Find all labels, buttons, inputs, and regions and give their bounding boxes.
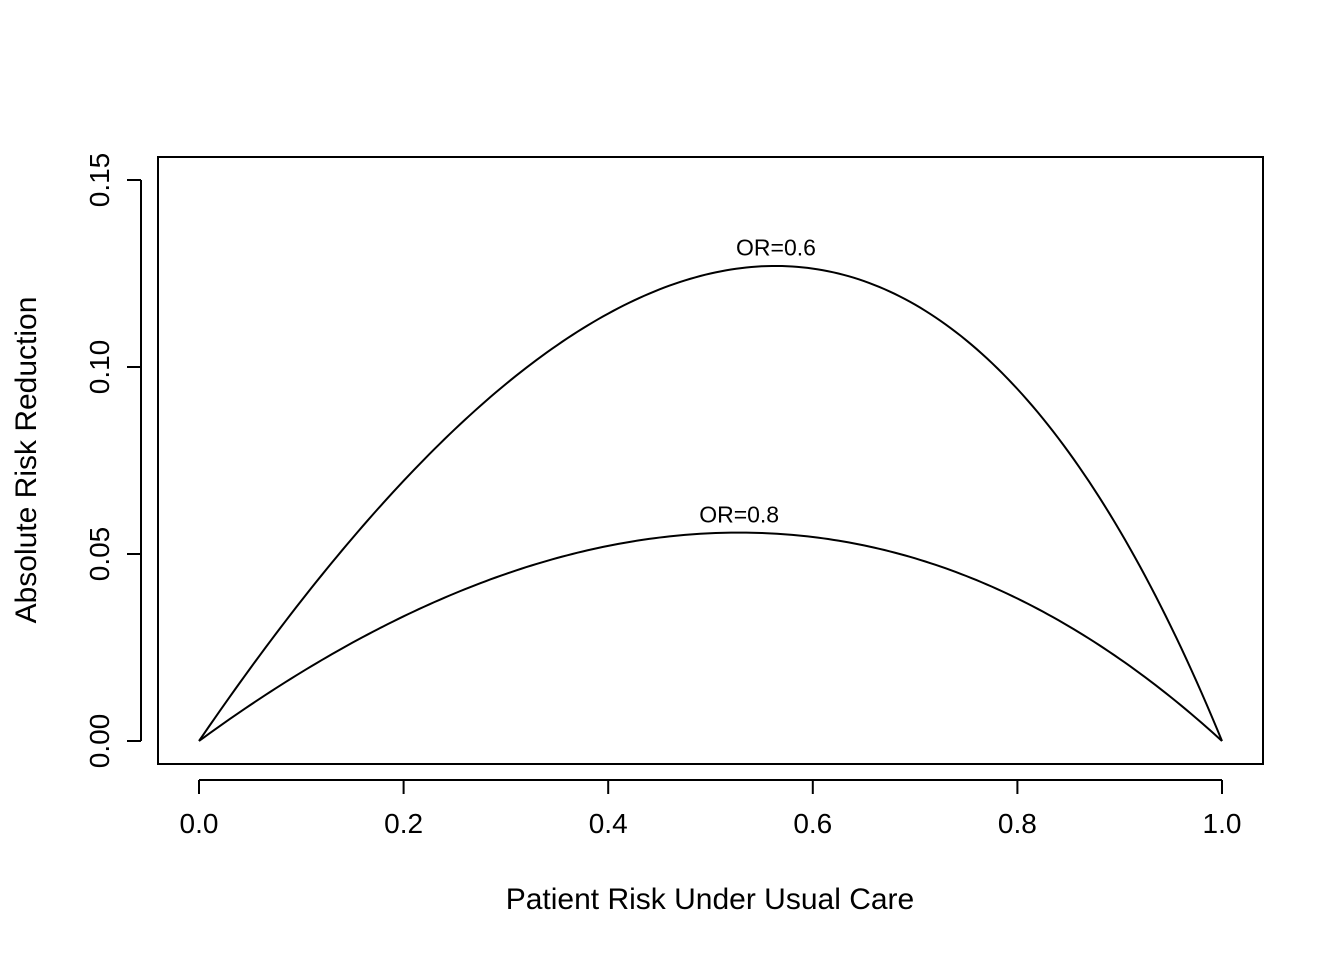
series-label: OR=0.6 (736, 235, 816, 261)
x-tick-label: 0.2 (384, 808, 423, 839)
curves: OR=0.6 OR=0.8 (198, 235, 1223, 742)
y-tick-label: 0.15 (84, 153, 115, 208)
y-tick-label: 0.10 (84, 340, 115, 395)
x-tick-label: 0.4 (589, 808, 628, 839)
x-ticks: 0.0 0.2 0.4 0.6 0.8 1.0 (180, 780, 1242, 839)
x-axis-title: Patient Risk Under Usual Care (506, 883, 915, 916)
x-tick-label: 0.6 (793, 808, 832, 839)
y-tick-label: 0.00 (84, 714, 115, 769)
plot-frame (157, 156, 1264, 765)
x-tick-label: 1.0 (1203, 808, 1242, 839)
x-tick-label: 0.0 (180, 808, 219, 839)
x-tick-label: 0.8 (998, 808, 1037, 839)
y-axis-title: Absolute Risk Reduction (10, 297, 43, 624)
series-line-or-0-6 (198, 264, 1223, 742)
y-ticks: 0.00 0.05 0.10 0.15 (84, 153, 141, 769)
y-tick-label: 0.05 (84, 527, 115, 582)
series-label: OR=0.8 (699, 502, 779, 528)
series-line-or-0-8 (198, 531, 1223, 742)
